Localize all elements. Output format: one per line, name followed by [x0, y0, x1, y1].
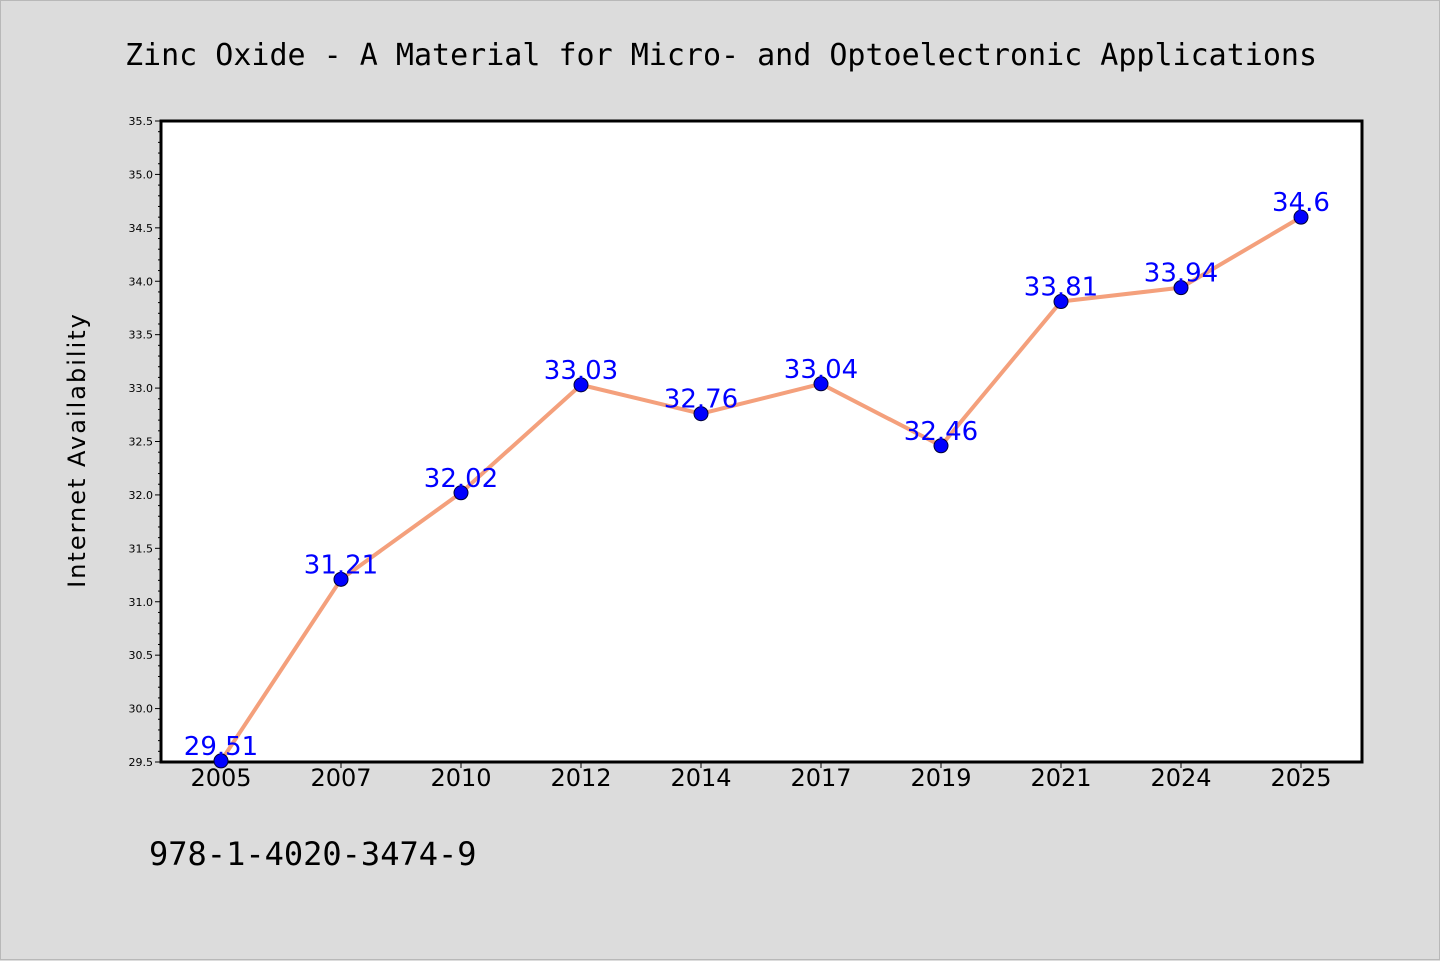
x-tick-label: 2021	[1030, 764, 1091, 792]
y-axis-label: Internet Availability	[63, 312, 91, 588]
y-tick-label: 33.0	[129, 382, 154, 395]
data-label: 33.81	[1024, 273, 1098, 303]
y-tick-label: 32.0	[129, 489, 154, 502]
chart-title: Zinc Oxide - A Material for Micro- and O…	[125, 38, 1317, 73]
x-tick-label: 2007	[310, 764, 371, 792]
data-label: 33.94	[1144, 259, 1218, 289]
data-labels: 29.51 31.21 32.02 33.03 32.76 33.04 32.46 33.81…	[184, 188, 1330, 762]
data-point	[1173, 280, 1189, 296]
y-tick-label: 34.0	[129, 275, 154, 288]
x-tick-label: 2010	[430, 764, 491, 792]
data-label: 31.21	[304, 550, 378, 580]
y-tick-label: 35.0	[129, 168, 154, 181]
x-tick-label: 2025	[1270, 764, 1331, 792]
data-point	[1053, 294, 1069, 310]
y-tick-label: 29.5	[129, 756, 154, 769]
y-tick-label: 31.0	[129, 596, 154, 609]
data-point	[213, 753, 229, 769]
data-point	[933, 438, 949, 454]
data-label: 34.6	[1272, 188, 1330, 218]
data-label: 32.02	[424, 464, 498, 494]
x-tick-label: 2012	[550, 764, 611, 792]
y-tick-label: 30.5	[129, 649, 154, 662]
y-tick-label: 34.5	[129, 222, 154, 235]
data-point	[453, 485, 469, 501]
y-tick-label: 33.5	[129, 329, 154, 342]
x-tick-label: 2017	[790, 764, 851, 792]
data-label: 33.04	[784, 355, 858, 385]
x-tick-label: 2005	[190, 764, 251, 792]
x-tick-label: 2014	[670, 764, 731, 792]
y-tick-label: 35.5	[129, 115, 154, 128]
footer-isbn: 978-1-4020-3474-9	[149, 835, 477, 873]
data-label: 32.46	[904, 417, 978, 447]
x-tick-label: 2019	[910, 764, 971, 792]
data-label: 29.51	[184, 732, 258, 762]
y-tick-label: 32.5	[129, 436, 154, 449]
x-tick-label: 2024	[1150, 764, 1211, 792]
x-axis: 2005 2007 2010 2012 2014 2017 2019 2021 2024 2025	[190, 762, 1332, 792]
data-label: 32.76	[664, 385, 738, 415]
data-point	[573, 377, 589, 393]
data-point	[693, 406, 709, 422]
data-point	[813, 376, 829, 392]
data-point	[333, 571, 349, 587]
data-label: 33.03	[544, 356, 618, 386]
y-tick-label: 30.0	[129, 703, 154, 716]
plot-area	[159, 119, 1364, 764]
data-point	[1293, 209, 1309, 225]
series-layer	[213, 209, 1309, 769]
series-line	[219, 215, 1303, 763]
y-axis: 29.5 30.0 30.5 31.0 31.5 32.0 32.5 33.0 33.5 34.0…	[129, 115, 161, 769]
y-tick-label: 31.5	[129, 542, 154, 555]
